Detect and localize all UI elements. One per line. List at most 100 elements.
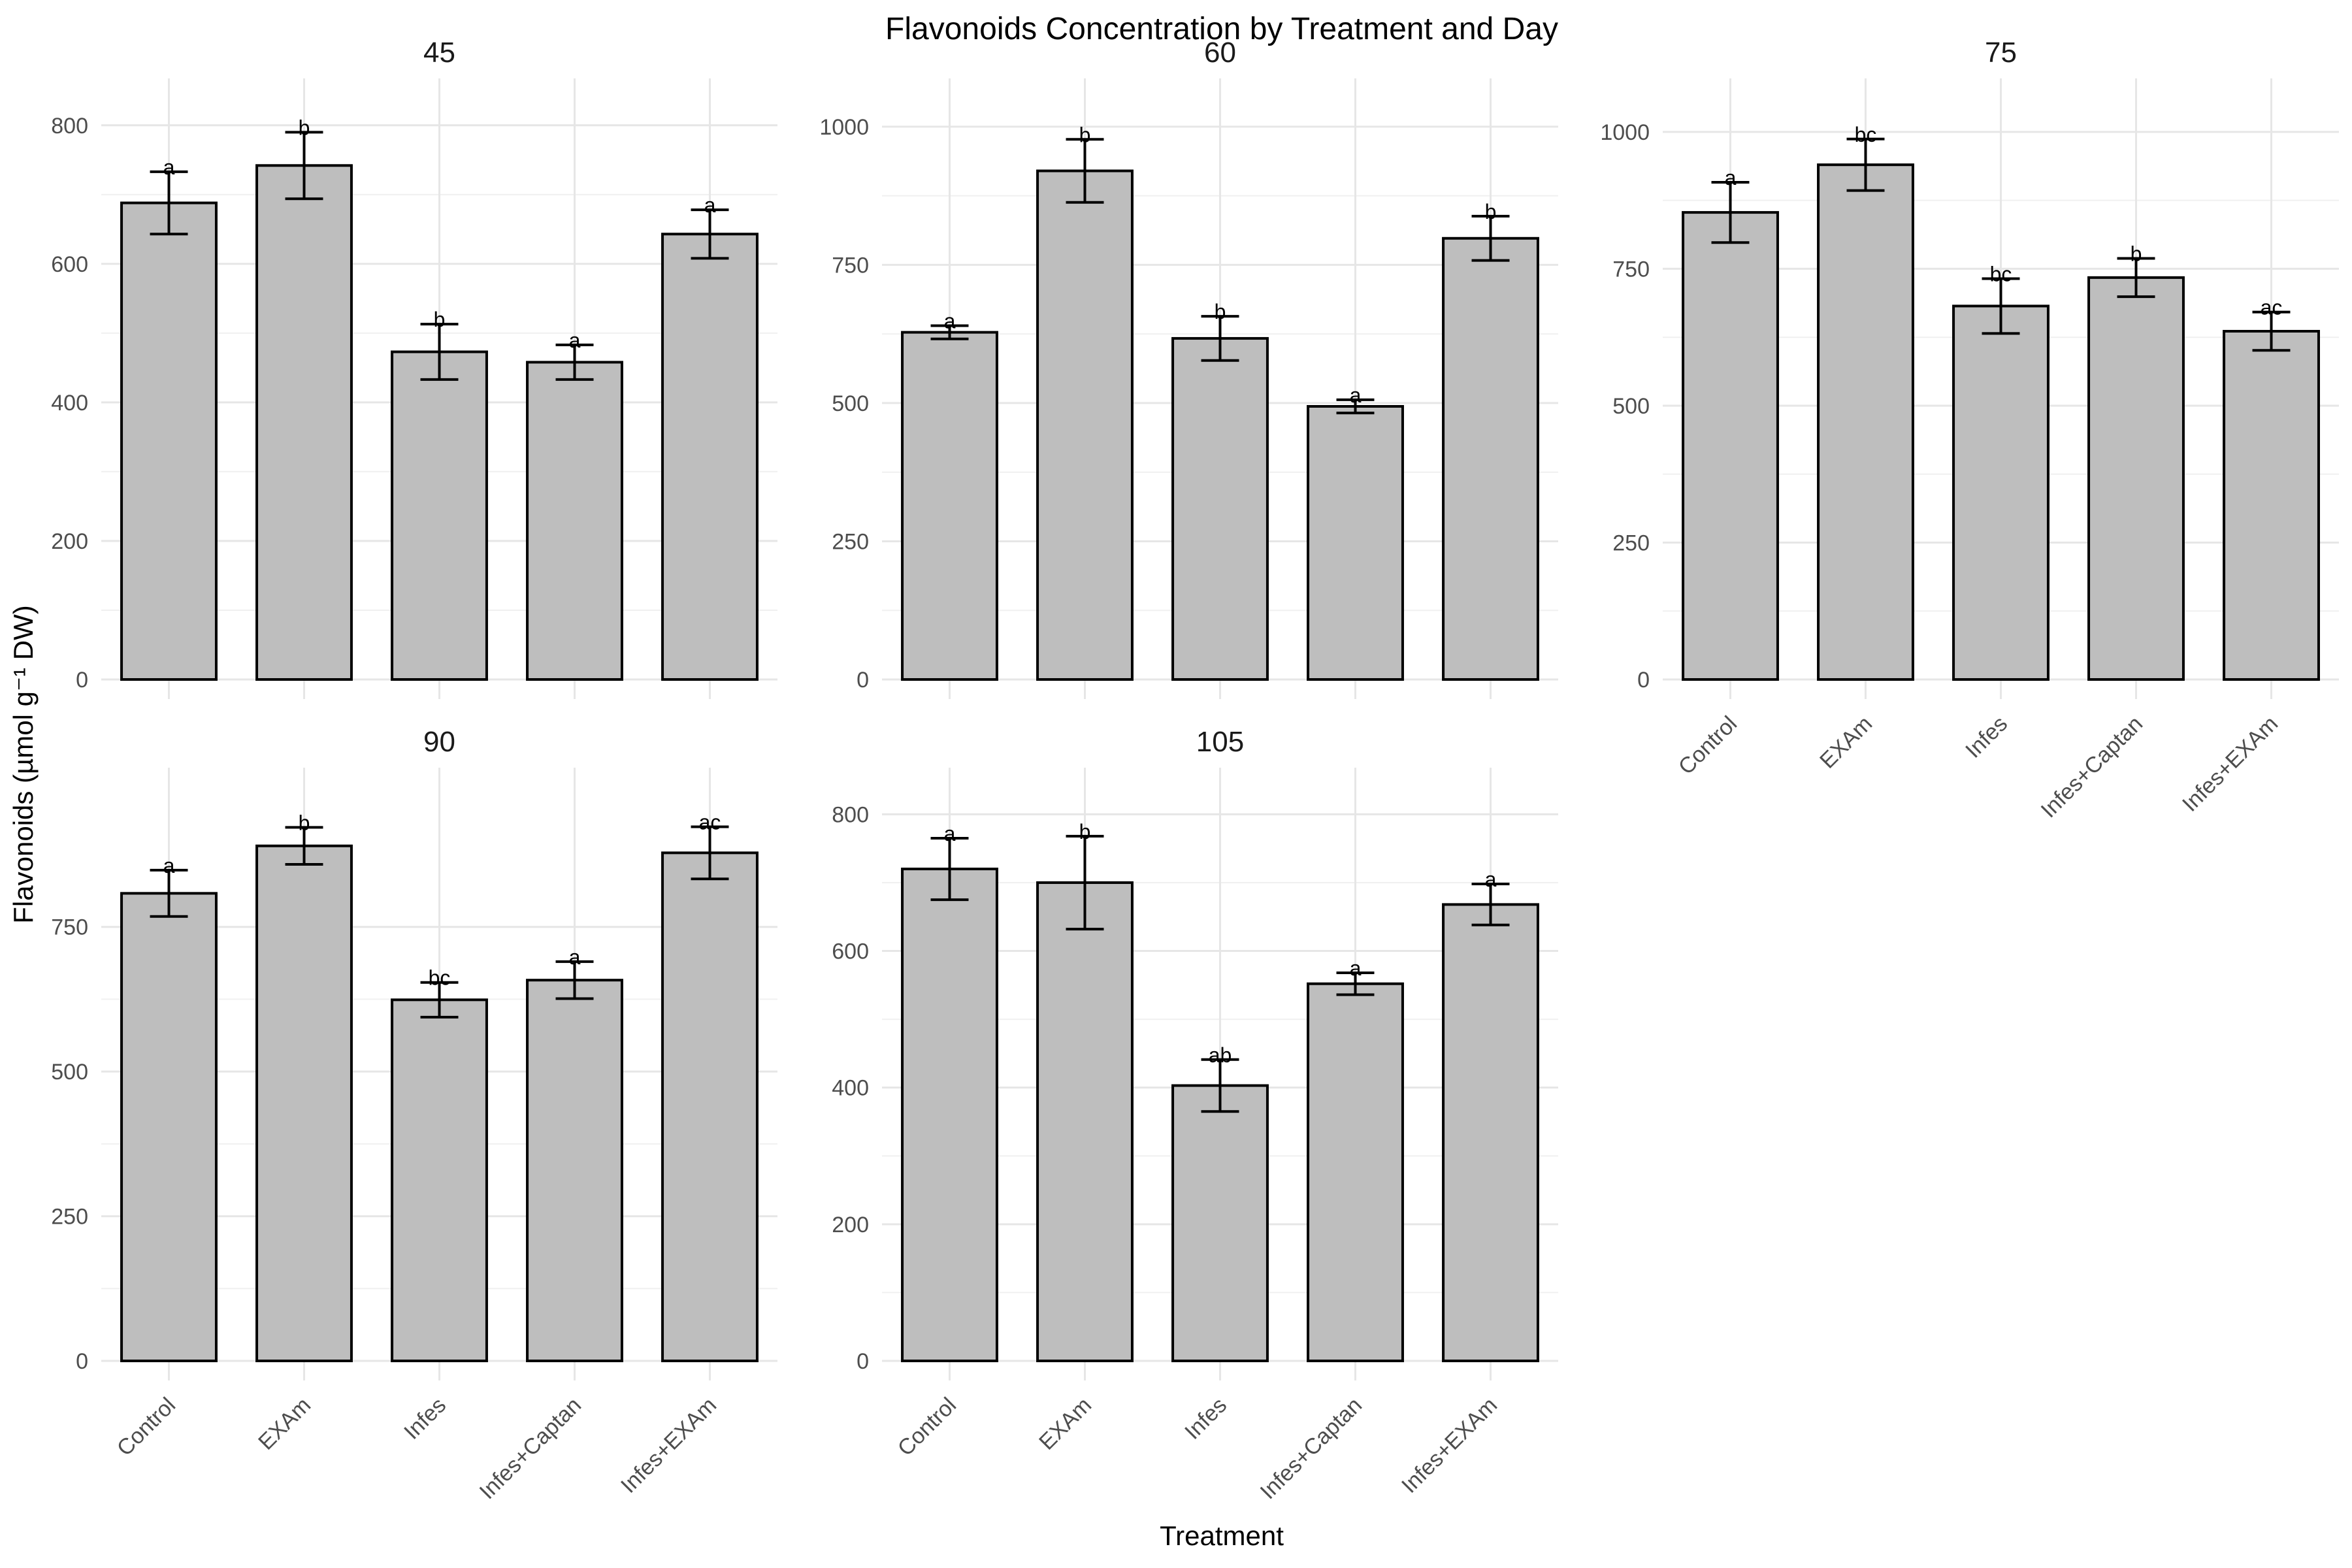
x-tick-label: Control — [1674, 711, 1742, 779]
error-bar — [150, 170, 188, 236]
bar-EXAm — [255, 844, 353, 1362]
y-tick-label: 800 — [51, 114, 88, 139]
bar-Infes+Captan — [1307, 982, 1404, 1362]
bar-Infes — [1171, 336, 1269, 681]
bar-Infes — [391, 350, 488, 681]
x-tick-label: Infes+Captan — [2036, 711, 2148, 823]
y-tick-label: 0 — [76, 1349, 88, 1374]
y-tick-label: 1000 — [1600, 120, 1650, 145]
significance-letter: b — [1079, 820, 1091, 843]
y-tick-label: 1000 — [819, 115, 869, 140]
significance-letter: ac — [699, 810, 721, 834]
bar-Infes+EXAm — [1442, 903, 1539, 1362]
significance-letter: bc — [1855, 123, 1877, 146]
bar-EXAm — [1817, 163, 1914, 681]
panel-75: 0 250 500 750 1000 75 a bc bc b ac Control EXAm Infes… — [1600, 37, 2339, 823]
significance-letter: ab — [1209, 1043, 1232, 1067]
error-bar — [1846, 137, 1885, 192]
y-tick-label: 400 — [51, 391, 88, 416]
significance-letter: b — [299, 811, 310, 834]
error-bar — [285, 131, 323, 201]
error-bar — [1201, 1058, 1239, 1113]
y-tick-label: 200 — [51, 529, 88, 554]
bar-EXAm — [1036, 881, 1134, 1362]
x-tick-label: Infes — [1961, 711, 2012, 763]
error-bar — [691, 208, 729, 260]
significance-letter: ac — [2261, 296, 2283, 319]
error-bar — [930, 836, 969, 902]
bar-Control — [901, 868, 998, 1362]
x-tick-label: EXAm — [1034, 1393, 1096, 1455]
error-bar — [420, 323, 459, 381]
y-tick-label: 250 — [51, 1205, 88, 1230]
bar-Control — [120, 892, 218, 1363]
bar-Infes+Captan — [526, 979, 623, 1362]
error-bar — [555, 343, 594, 381]
panel-45: 0 200 400 600 800 45 a b b a a — [51, 37, 777, 699]
panel-title: 60 — [1204, 37, 1236, 69]
significance-letter: bc — [429, 966, 451, 990]
bar-Control — [901, 331, 998, 681]
significance-letter: b — [1485, 200, 1497, 223]
y-tick-label: 250 — [832, 529, 869, 554]
y-tick-label: 600 — [51, 252, 88, 277]
significance-letter: a — [1350, 956, 1362, 980]
significance-letter: b — [1079, 123, 1091, 146]
significance-letter: a — [944, 822, 956, 845]
bar-Infes+Captan — [1307, 405, 1404, 681]
error-bar — [691, 825, 729, 881]
panel-60: 0 250 500 750 1000 60 a b b a b — [819, 37, 1558, 699]
error-bar — [1336, 398, 1375, 415]
x-tick-label: EXAm — [253, 1393, 316, 1455]
x-tick-label: Infes — [399, 1393, 451, 1445]
error-bar — [1066, 834, 1104, 931]
error-bar — [285, 826, 323, 866]
error-bar — [1982, 277, 2020, 335]
y-tick-label: 500 — [832, 391, 869, 416]
significance-letter: b — [434, 308, 446, 331]
panel-title: 75 — [1985, 37, 2017, 69]
significance-letter: a — [944, 309, 956, 333]
bar-Infes — [1171, 1084, 1269, 1363]
bar-EXAm — [255, 164, 353, 681]
bar-Infes+EXAm — [661, 233, 759, 681]
y-tick-label: 750 — [832, 253, 869, 278]
error-bar — [2117, 257, 2155, 299]
panel-title: 90 — [423, 726, 455, 758]
significance-letter: a — [163, 155, 175, 179]
y-tick-label: 250 — [1612, 531, 1650, 555]
bar-Infes — [1952, 304, 2050, 681]
error-bar — [555, 960, 594, 1000]
panel-90: 0 250 500 750 90 a b bc a ac Control EXAm Infes Infes… — [51, 726, 777, 1504]
significance-letter: a — [569, 329, 581, 352]
y-tick-label: 0 — [857, 1349, 869, 1374]
y-tick-label: 0 — [1637, 668, 1650, 693]
y-tick-label: 0 — [857, 668, 869, 693]
chart-title: Flavonoids Concentration by Treatment an… — [885, 12, 1558, 46]
bar-Infes+Captan — [2087, 276, 2185, 681]
error-bar — [1471, 883, 1510, 926]
y-tick-label: 600 — [832, 939, 869, 964]
significance-letter: a — [1725, 166, 1737, 189]
bar-Infes — [391, 998, 488, 1363]
y-tick-label: 800 — [832, 802, 869, 827]
significance-letter: a — [163, 854, 175, 877]
significance-letter: bc — [1990, 263, 2012, 286]
error-bar — [1711, 181, 1750, 244]
x-tick-label: Infes — [1180, 1393, 1232, 1445]
bar-Control — [1682, 211, 1779, 681]
panel-title: 105 — [1196, 726, 1244, 758]
error-bar — [150, 868, 188, 918]
y-tick-label: 500 — [1612, 394, 1650, 419]
bar-Infes+EXAm — [2223, 329, 2320, 681]
y-tick-label: 750 — [51, 915, 88, 940]
significance-letter: b — [1215, 300, 1226, 323]
x-tick-label: Infes+EXAm — [2178, 711, 2283, 817]
x-tick-label: Infes+Captan — [1256, 1393, 1367, 1505]
y-tick-label: 0 — [76, 668, 88, 693]
x-tick-label: Infes+EXAm — [1397, 1393, 1502, 1498]
x-tick-label: Infes+Captan — [475, 1393, 587, 1505]
error-bar — [2252, 310, 2291, 352]
